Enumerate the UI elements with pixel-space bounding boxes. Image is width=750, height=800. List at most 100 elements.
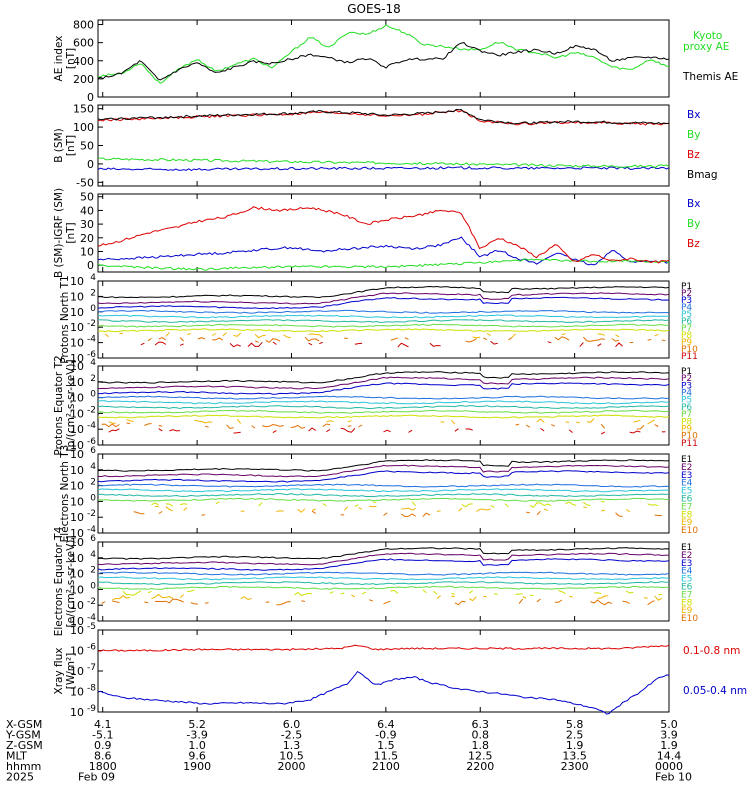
- series-P10: [102, 423, 666, 429]
- ephem-value: 5.2: [188, 718, 206, 731]
- y-tick-exponent: 2: [90, 478, 96, 488]
- series-E4: [97, 483, 670, 488]
- legend-P10: P10: [681, 345, 698, 355]
- y-tick-label: 10: [70, 306, 84, 319]
- legend-Bz: Bz: [687, 238, 700, 250]
- ephem-label: 2025: [6, 771, 34, 784]
- y-tick-exponent: -6: [87, 643, 96, 653]
- ephem-value: 4.1: [94, 718, 112, 731]
- ephem-label: hhmm: [6, 760, 41, 773]
- y-tick-exponent: -4: [87, 335, 96, 345]
- series-E6: [97, 493, 670, 498]
- y-tick-label: 0: [87, 158, 94, 171]
- y-tick-exponent: 2: [90, 288, 96, 298]
- series-E7: [97, 497, 670, 502]
- legend-themis: Themis AE: [682, 71, 738, 83]
- legend-P6: P6: [681, 403, 692, 413]
- y-tick-exponent: 4: [90, 550, 96, 560]
- ephem-label: MLT: [6, 750, 27, 763]
- series-E9: [155, 506, 655, 512]
- ephem-value: 5.8: [566, 718, 584, 731]
- ephem-value: 2.5: [566, 729, 584, 742]
- legend-P7: P7: [681, 324, 692, 334]
- panel-electrons_equator: Electrons Equator T4 [e/(cm²-s-sr-keV)]10…: [53, 526, 698, 636]
- series-P4: [97, 309, 670, 314]
- legend-P2: P2: [681, 289, 692, 299]
- ephem-value: 1900: [183, 760, 211, 773]
- legend-E7: E7: [681, 590, 692, 600]
- panel-protons_equator: Protons Equator T2 [p/(cm²-s-sr-keV)]10 -6…: [53, 355, 698, 455]
- series-P8: [97, 328, 670, 333]
- series-0.05-0.4 nm: [97, 670, 670, 715]
- ephem-value: 6.3: [471, 718, 489, 731]
- legend-E1: E1: [681, 543, 692, 553]
- ephem-value: Feb 10: [655, 771, 692, 784]
- ephem-label: Y-GSM: [5, 729, 41, 742]
- legend-P5: P5: [681, 396, 692, 406]
- legend-E3: E3: [681, 471, 692, 481]
- legend-xray-long: 0.1-0.8 nm: [683, 645, 740, 657]
- ephem-value: Feb 09: [78, 771, 115, 784]
- y-tick-label: 100: [73, 121, 94, 134]
- series-E4: [97, 571, 670, 576]
- ephem-value: 5.0: [660, 718, 678, 731]
- figure-title: GOES-18: [347, 2, 401, 16]
- legend-P9: P9: [681, 424, 692, 434]
- series-Kyoto proxy AE: [97, 24, 670, 84]
- ephem-value: 13.5: [562, 750, 587, 763]
- y-axis-label-line: Protons North T1: [59, 275, 71, 363]
- series-P11: [108, 427, 666, 435]
- ephem-value: 1.9: [566, 739, 584, 752]
- y-tick-exponent: -9: [87, 704, 96, 714]
- series-By: [97, 157, 670, 168]
- legend-E2: E2: [681, 463, 692, 473]
- y-tick-exponent: -4: [87, 421, 96, 431]
- y-tick-exponent: -6: [87, 350, 96, 360]
- series-E1: [97, 459, 670, 472]
- legend-kyoto-proxy: proxy AE: [683, 41, 729, 53]
- ephem-value: -3.9: [186, 729, 207, 742]
- ephem-value: 2100: [372, 760, 400, 773]
- y-tick-exponent: 4: [90, 273, 96, 283]
- series-E10: [101, 598, 655, 606]
- panel-bsm: B (SM) [nT] -50 0 50 100 150 Bx By Bz Bmag: [53, 103, 718, 190]
- legend-Bx: Bx: [687, 198, 700, 210]
- series-E9: [112, 594, 669, 600]
- series-By: [97, 258, 670, 271]
- y-tick-label: 10: [70, 290, 84, 303]
- legend-P1: P1: [681, 367, 692, 377]
- y-tick-exponent: 2: [90, 374, 96, 384]
- y-tick-exponent: -5: [87, 622, 96, 632]
- series-E5: [97, 576, 670, 581]
- y-tick-label: 10: [70, 624, 84, 637]
- ephem-value: 3.9: [660, 729, 678, 742]
- legend-P2: P2: [681, 374, 692, 384]
- y-tick-exponent: -2: [87, 319, 96, 329]
- y-tick-label: 10: [70, 615, 84, 628]
- y-tick-label: 10: [70, 448, 84, 461]
- ephem-value: 1.0: [188, 739, 206, 752]
- ephem-value: -5.1: [92, 729, 113, 742]
- series-E2: [98, 464, 670, 478]
- y-tick-label: 50: [80, 140, 94, 153]
- y-tick-label: 10: [70, 706, 84, 719]
- legend-kyoto: Kyoto: [693, 30, 722, 42]
- y-tick-exponent: -4: [87, 525, 96, 535]
- panel-ae-frame: [97, 19, 670, 98]
- legend-Bz: Bz: [687, 149, 700, 161]
- series-P2: [97, 292, 670, 305]
- series-P9: [109, 419, 662, 425]
- ephem-value: 0000: [655, 760, 683, 773]
- legend-Bx: Bx: [687, 109, 700, 121]
- y-tick-label: 10: [70, 552, 84, 565]
- legend-xray-short: 0.05-0.4 nm: [683, 685, 747, 697]
- series-P6: [97, 405, 670, 410]
- series-E8: [123, 590, 669, 596]
- y-tick-exponent: -8: [87, 684, 96, 694]
- series-P6: [97, 319, 670, 323]
- series-P1: [97, 371, 670, 384]
- y-tick-label: 10: [80, 245, 94, 258]
